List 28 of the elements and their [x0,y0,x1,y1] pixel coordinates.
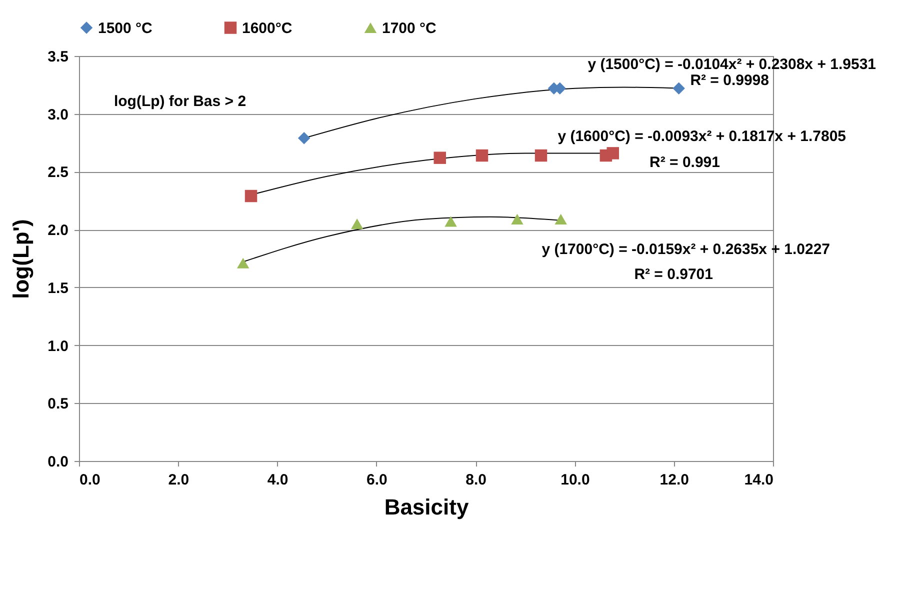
x-tick-label: 8.0 [466,472,486,488]
y-tick-label: 2.0 [48,222,68,240]
annotation: y (1700°C) = -0.0159x² + 0.2635x + 1.0227 [542,241,830,258]
legend-label: 1700 °C [382,20,437,37]
y-axis-title: log(Lp') [8,219,34,299]
x-tick-label: 4.0 [267,472,288,488]
x-tick-label: 2.0 [168,472,190,488]
y-tick-label: 3.5 [48,48,68,66]
x-tick-label: 12.0 [660,472,689,488]
y-tick-label: 1.0 [48,338,68,355]
legend-label: 1600°C [242,20,292,37]
x-axis-title: Basicity [384,494,470,520]
y-tick-label: 2.5 [48,164,68,182]
annotation: R² = 0.991 [650,154,720,171]
x-tick-label: 0.0 [80,472,100,488]
annotation: R² = 0.9701 [634,266,713,283]
x-tick-label: 6.0 [366,472,388,488]
annotation: log(Lp) for Bas > 2 [114,93,246,110]
y-tick-label: 0.5 [48,396,68,413]
y-tick-label: 1.5 [48,280,68,297]
y-tick-label: 3.0 [48,106,68,124]
x-tick-label: 10.0 [560,472,590,488]
annotation: y (1500°C) = -0.0104x² + 0.2308x + 1.9531 [588,56,876,73]
x-tick-label: 14.0 [744,472,774,488]
legend-label: 1500 °C [98,20,153,37]
annotation: R² = 0.9998 [690,72,769,89]
y-tick-label: 0.0 [48,454,68,470]
annotation: y (1600°C) = -0.0093x² + 0.1817x + 1.7805 [558,128,846,145]
